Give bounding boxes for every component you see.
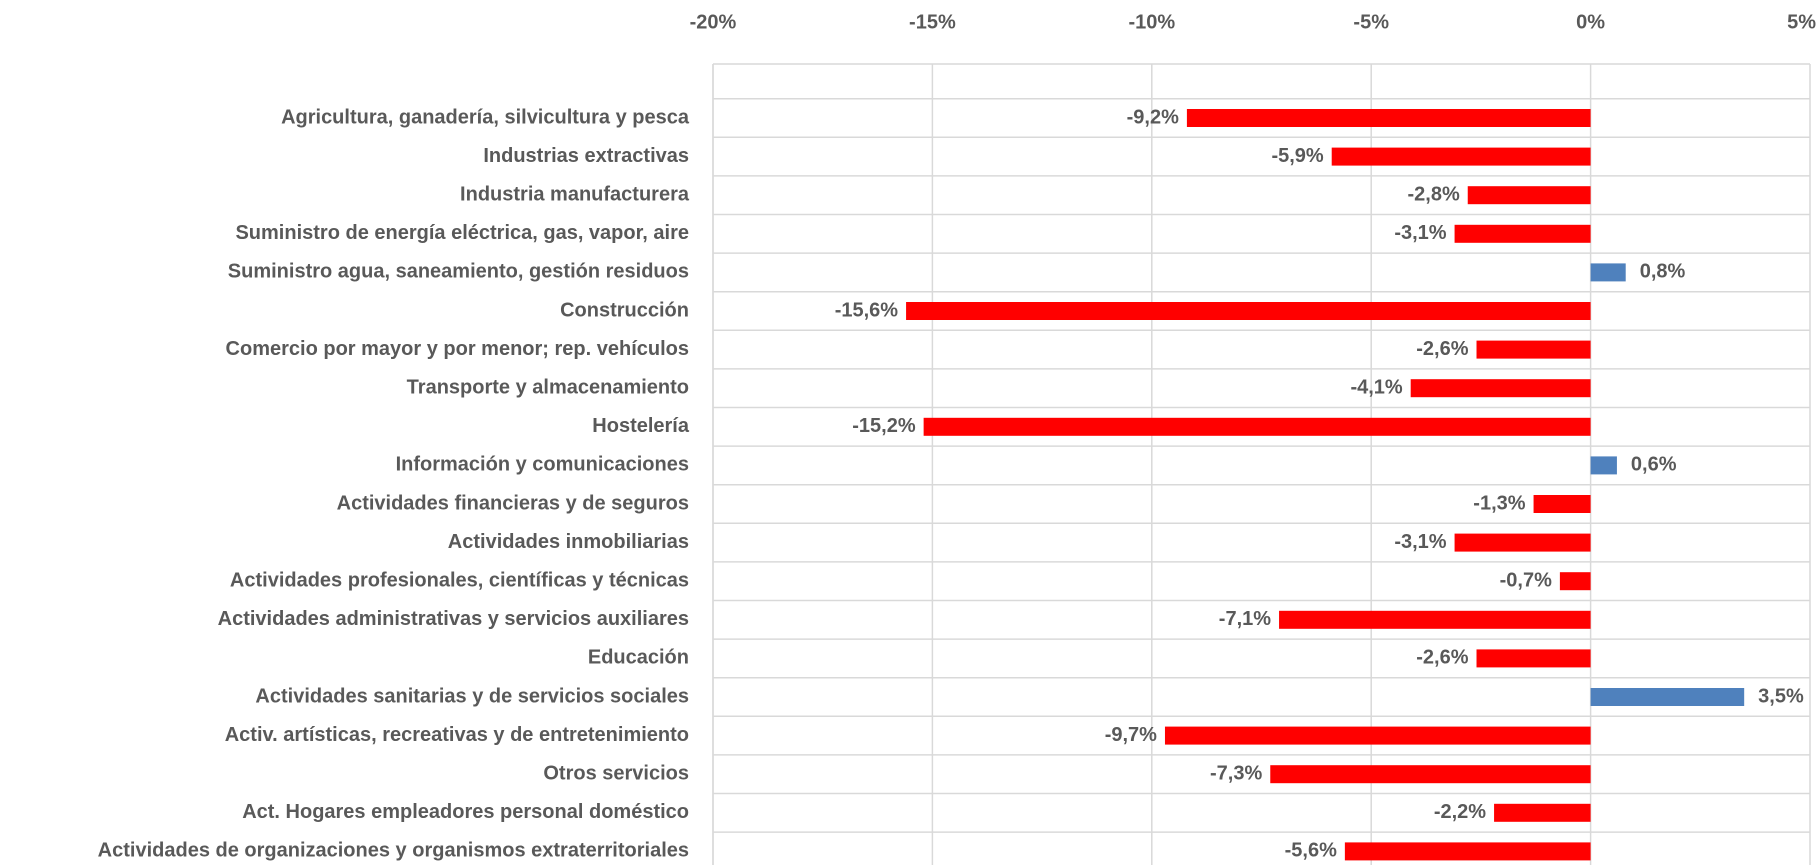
x-tick-label: -20% xyxy=(690,11,737,33)
bar xyxy=(1590,456,1617,475)
bar xyxy=(1467,186,1591,205)
data-label: -0,7% xyxy=(1500,569,1552,591)
y-tick-label: Agricultura, ganadería, silvicultura y p… xyxy=(281,106,690,128)
x-tick-label: 0% xyxy=(1576,11,1605,33)
y-tick-label: Otros servicios xyxy=(543,762,689,784)
data-label: -9,2% xyxy=(1127,106,1179,128)
bar xyxy=(906,302,1591,320)
y-tick-label: Industria manufacturera xyxy=(460,183,690,205)
data-label: -5,9% xyxy=(1271,145,1323,167)
x-tick-label: -5% xyxy=(1353,11,1389,33)
data-label: 0,6% xyxy=(1631,454,1677,476)
y-tick-label: Transporte y almacenamiento xyxy=(407,376,689,398)
bar xyxy=(1186,109,1591,127)
y-tick-label: Industrias extractivas xyxy=(483,145,689,167)
data-label: -4,1% xyxy=(1350,376,1402,398)
bar xyxy=(1590,263,1626,282)
data-label: -7,3% xyxy=(1210,762,1262,784)
bar xyxy=(1270,765,1591,784)
data-label: -2,6% xyxy=(1416,647,1468,669)
data-label: -2,2% xyxy=(1434,801,1486,823)
bar xyxy=(1494,803,1591,822)
y-tick-label: Act. Hogares empleadores personal domést… xyxy=(242,801,689,823)
x-tick-label: 5% xyxy=(1787,11,1816,33)
y-tick-label: Comercio por mayor y por menor; rep. veh… xyxy=(226,338,689,360)
data-label: -3,1% xyxy=(1394,531,1446,553)
bar xyxy=(1344,842,1591,861)
bar xyxy=(1279,610,1591,629)
bar xyxy=(1559,572,1591,591)
x-tick-label: -10% xyxy=(1128,11,1175,33)
data-label: -7,1% xyxy=(1219,608,1271,630)
data-label: -15,2% xyxy=(852,415,916,437)
y-tick-label: Actividades de organizaciones y organism… xyxy=(98,840,689,862)
data-label: -5,6% xyxy=(1285,840,1337,862)
x-tick-label: -15% xyxy=(909,11,956,33)
bar xyxy=(1454,224,1591,243)
data-label: -3,1% xyxy=(1394,222,1446,244)
bar xyxy=(1164,726,1591,745)
y-tick-label: Construcción xyxy=(560,299,689,321)
bar xyxy=(1331,147,1591,166)
bar xyxy=(1476,649,1591,668)
y-tick-label: Educación xyxy=(588,647,689,669)
bar xyxy=(1533,495,1591,513)
data-label: -15,6% xyxy=(835,299,899,321)
y-tick-label: Hostelería xyxy=(592,415,690,437)
data-label: 3,5% xyxy=(1758,685,1804,707)
bar xyxy=(1454,533,1591,552)
data-label: -9,7% xyxy=(1105,724,1157,746)
data-label: 0,8% xyxy=(1640,261,1686,283)
y-tick-label: Suministro de energía eléctrica, gas, va… xyxy=(235,222,689,244)
y-tick-label: Actividades sanitarias y de servicios so… xyxy=(255,685,689,707)
y-tick-label: Actividades financieras y de seguros xyxy=(337,492,689,514)
y-tick-label: Información y comunicaciones xyxy=(396,454,689,476)
y-tick-label: Suministro agua, saneamiento, gestión re… xyxy=(228,261,689,283)
data-label: -2,6% xyxy=(1416,338,1468,360)
y-tick-label: Actividades administrativas y servicios … xyxy=(218,608,689,630)
bar xyxy=(923,417,1591,436)
y-tick-label: Actividades profesionales, científicas y… xyxy=(230,569,689,591)
bar xyxy=(1410,379,1591,398)
data-label: -2,8% xyxy=(1407,183,1459,205)
bar xyxy=(1476,340,1591,359)
bar xyxy=(1590,688,1745,706)
data-label: -1,3% xyxy=(1473,492,1525,514)
y-tick-label: Actividades inmobiliarias xyxy=(448,531,689,553)
y-tick-label: Activ. artísticas, recreativas y de entr… xyxy=(225,724,689,746)
